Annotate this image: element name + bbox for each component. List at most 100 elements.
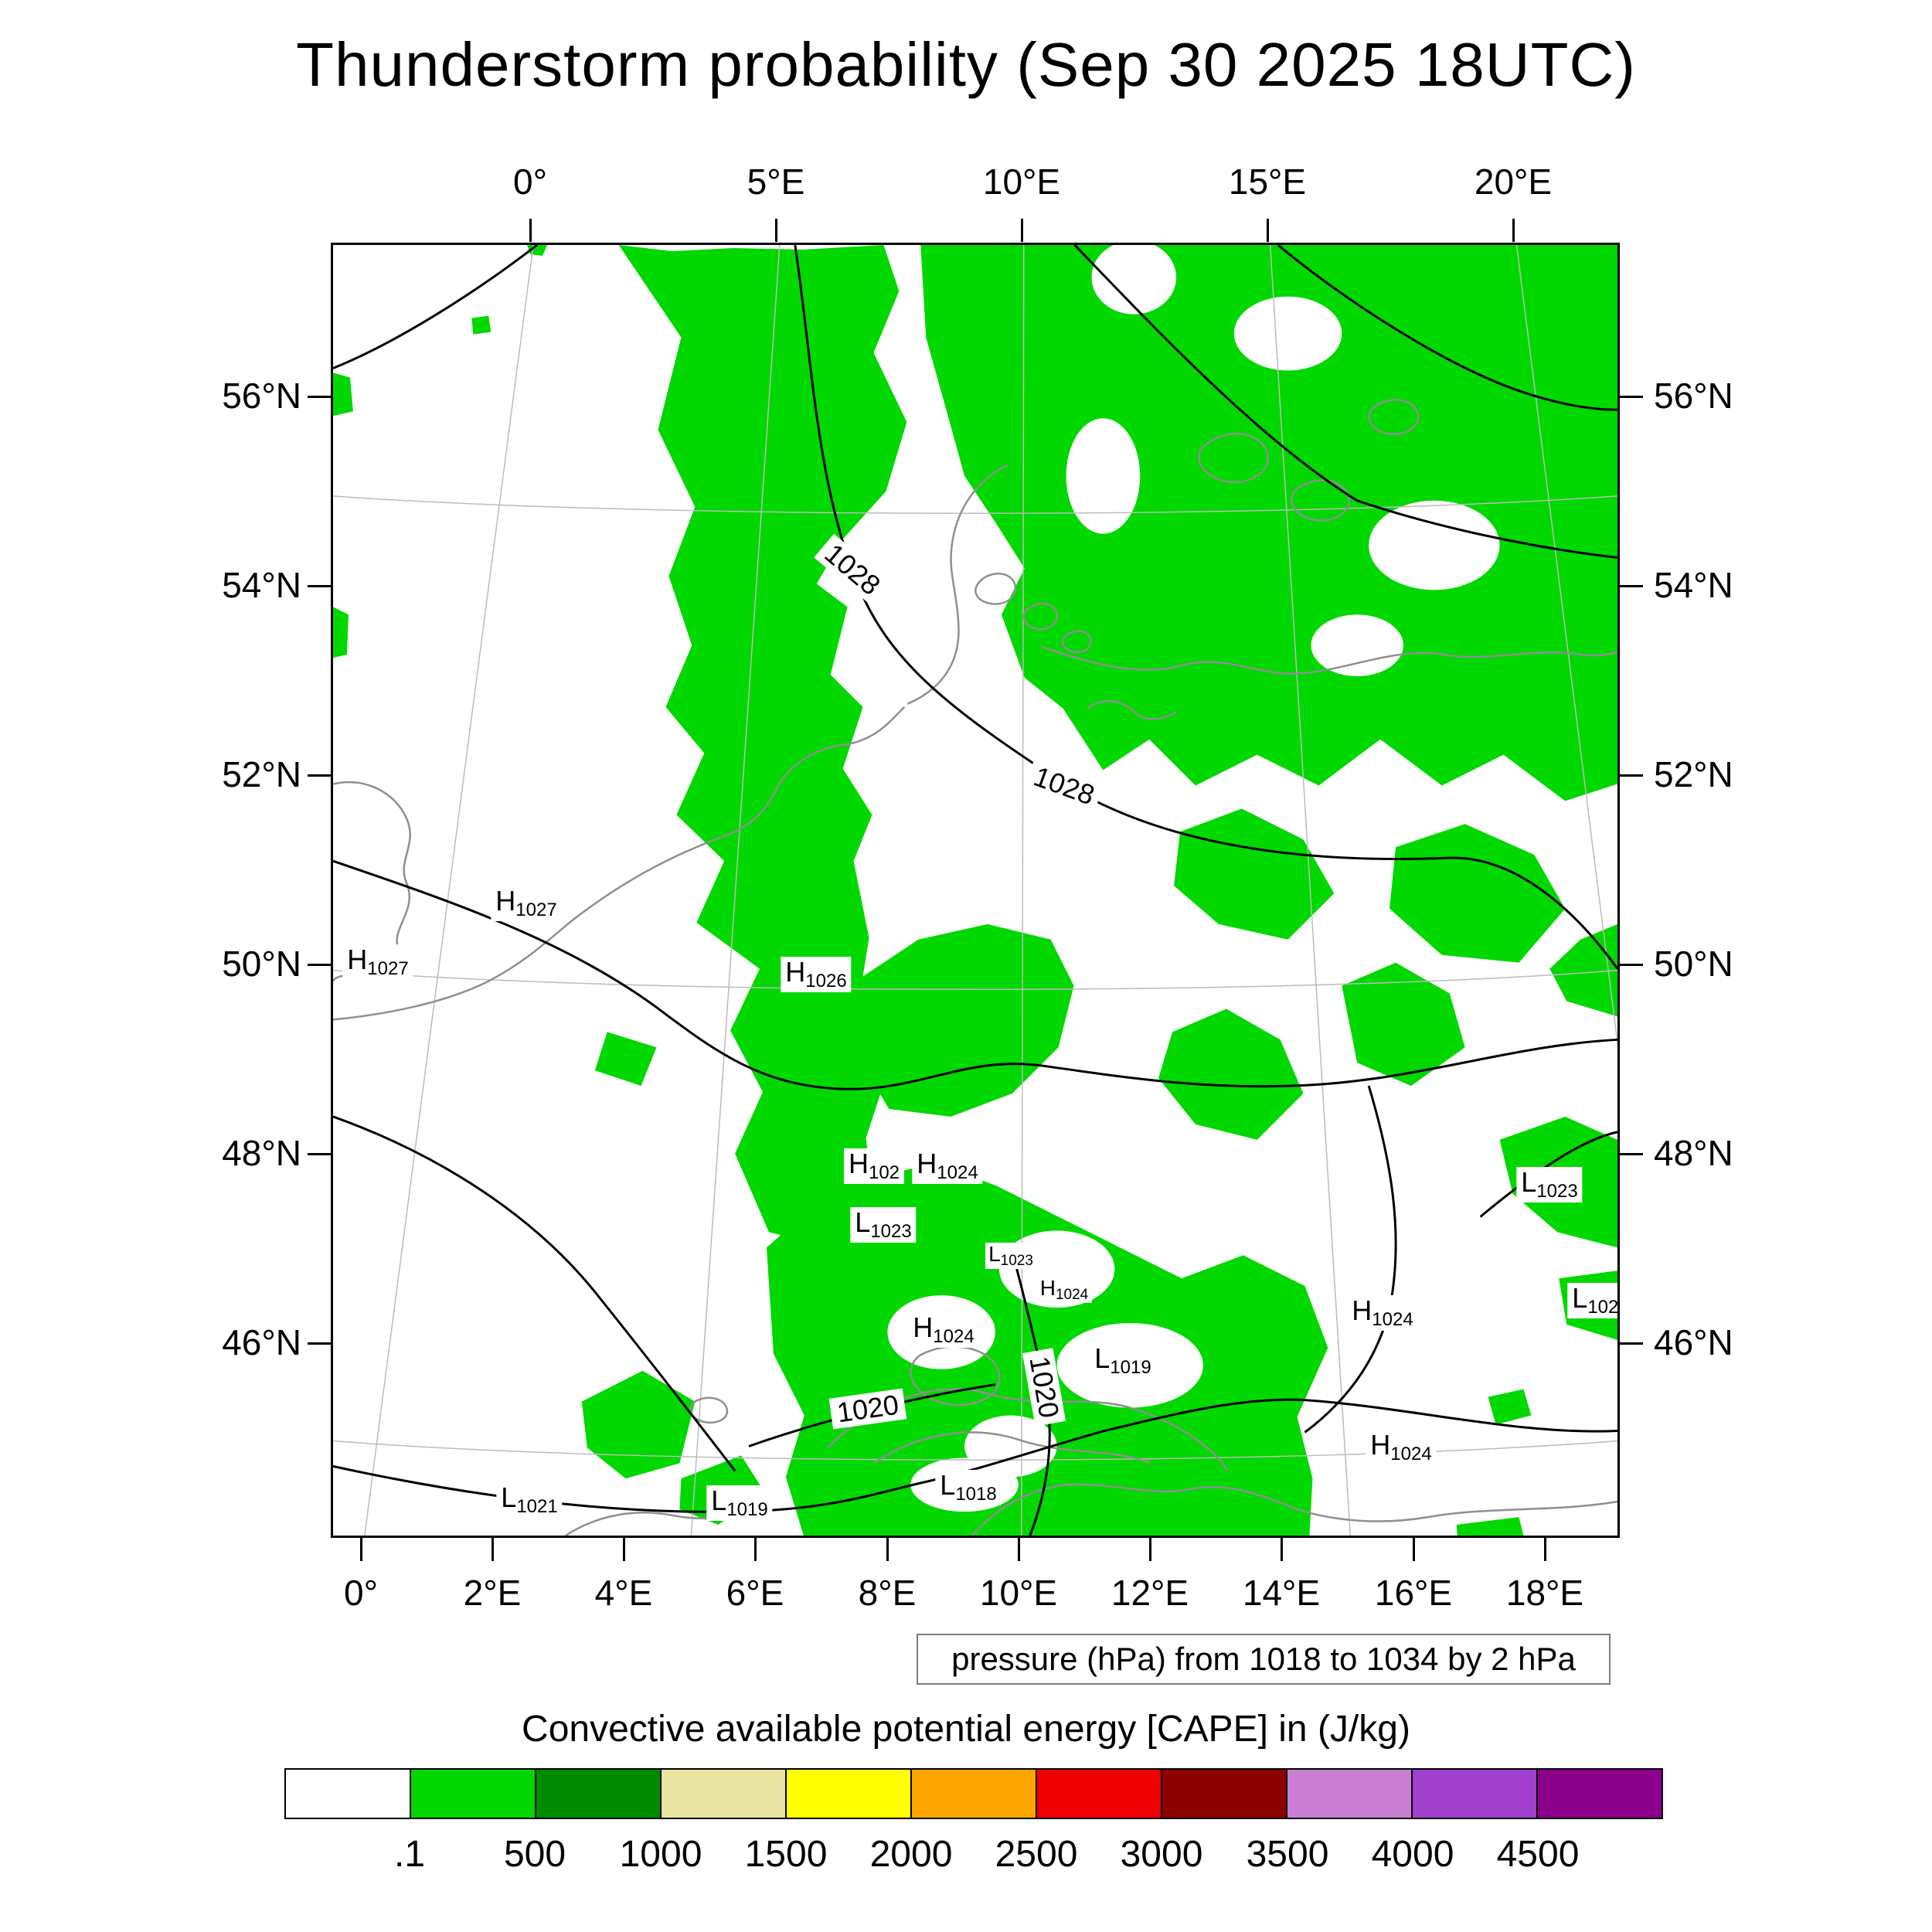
tick-label-bottom: 8°E <box>858 1573 917 1613</box>
colorbar-cell <box>286 1770 411 1818</box>
colorbar-tick-label: 4000 <box>1371 1834 1454 1875</box>
tick-label-top: 5°E <box>747 162 805 202</box>
tick-mark-bottom <box>623 1538 625 1561</box>
tick-label-right: 52°N <box>1654 754 1733 794</box>
tick-mark-bottom <box>754 1538 757 1561</box>
tick-label-bottom: 0° <box>344 1573 378 1613</box>
tick-mark-top <box>1512 219 1515 242</box>
tick-mark-top <box>1267 219 1269 242</box>
colorbar-cell <box>411 1770 536 1818</box>
tick-label-bottom: 2°E <box>463 1573 522 1613</box>
tick-mark-bottom <box>1544 1538 1546 1561</box>
pressure-center-label: H1024 <box>912 1148 983 1184</box>
pressure-center-label: L1023 <box>985 1243 1036 1269</box>
page-title: Thunderstorm probability (Sep 30 2025 18… <box>296 30 1636 99</box>
tick-label-top: 10°E <box>982 162 1061 202</box>
pressure-center-label: L1018 <box>935 1470 1002 1505</box>
tick-label-bottom: 10°E <box>979 1573 1058 1613</box>
cape-shading-green <box>333 245 1617 1536</box>
pressure-caption-text: pressure (hPa) from 1018 to 1034 by 2 hP… <box>951 1641 1576 1677</box>
tick-mark-right <box>1620 1153 1643 1155</box>
tick-mark-left <box>308 585 331 587</box>
tick-label-left: 48°N <box>222 1133 301 1173</box>
tick-label-bottom: 12°E <box>1111 1573 1189 1613</box>
tick-mark-bottom <box>492 1538 494 1561</box>
tick-mark-top <box>1021 219 1023 242</box>
pressure-center-label: L1023 <box>850 1207 917 1243</box>
pressure-center-label: H1024 <box>1036 1277 1092 1303</box>
colorbar-cell <box>1538 1770 1662 1818</box>
colorbar-cell <box>536 1770 662 1818</box>
pressure-center-label: H1024 <box>908 1312 979 1348</box>
pressure-center-label: L1023 <box>1516 1167 1583 1202</box>
tick-mark-bottom <box>360 1538 362 1561</box>
colorbar-cell <box>787 1770 912 1818</box>
tick-label-right: 46°N <box>1654 1322 1733 1362</box>
colorbar-tick-label: 2000 <box>869 1834 953 1875</box>
tick-label-right: 56°N <box>1654 376 1733 416</box>
pressure-caption-box: pressure (hPa) from 1018 to 1034 by 2 hP… <box>917 1634 1611 1685</box>
tick-label-right: 48°N <box>1654 1133 1733 1173</box>
cape-colorbar <box>284 1768 1663 1819</box>
tick-label-right: 54°N <box>1654 565 1733 605</box>
tick-label-top: 15°E <box>1228 162 1307 202</box>
colorbar-cell <box>1037 1770 1162 1818</box>
tick-label-left: 54°N <box>222 565 301 605</box>
colorbar-cell <box>1413 1770 1538 1818</box>
tick-label-left: 50°N <box>222 944 301 984</box>
colorbar-tick-label: 1000 <box>619 1834 702 1875</box>
tick-label-left: 52°N <box>222 754 301 794</box>
map-canvas <box>333 245 1617 1536</box>
tick-mark-top <box>529 219 532 242</box>
tick-mark-left <box>308 396 331 398</box>
colorbar-tick-label: 4500 <box>1496 1834 1580 1875</box>
pressure-center-label: L1019 <box>1090 1343 1156 1379</box>
colorbar-cell <box>912 1770 1037 1818</box>
colorbar-cell <box>1287 1770 1413 1818</box>
tick-mark-bottom <box>1281 1538 1283 1561</box>
tick-mark-right <box>1620 774 1643 777</box>
colorbar-cell <box>1162 1770 1287 1818</box>
pressure-center-label: H102 <box>843 1148 905 1184</box>
tick-label-right: 50°N <box>1654 944 1733 984</box>
colorbar-tick-label: 3500 <box>1246 1834 1329 1875</box>
graticule-lines <box>333 245 1617 1536</box>
colorbar-tick-label: 500 <box>503 1834 566 1875</box>
tick-mark-left <box>308 1153 331 1155</box>
tick-label-bottom: 18°E <box>1505 1573 1584 1613</box>
tick-mark-bottom <box>886 1538 889 1561</box>
colorbar-tick-label: .1 <box>393 1834 426 1875</box>
tick-mark-right <box>1620 396 1643 398</box>
pressure-center-label: H1024 <box>1366 1430 1437 1465</box>
pressure-center-label: L1021 <box>496 1482 563 1518</box>
tick-label-left: 56°N <box>222 376 301 416</box>
tick-label-bottom: 4°E <box>594 1573 653 1613</box>
pressure-center-label: H1024 <box>1347 1295 1418 1331</box>
tick-mark-bottom <box>1149 1538 1151 1561</box>
tick-label-left: 46°N <box>222 1322 301 1362</box>
tick-label-bottom: 6°E <box>726 1573 784 1613</box>
tick-mark-bottom <box>1413 1538 1415 1561</box>
tick-mark-right <box>1620 964 1643 966</box>
legend-title: Convective available potential energy [C… <box>522 1709 1410 1750</box>
tick-mark-right <box>1620 585 1643 587</box>
pressure-center-label: H1027 <box>491 886 562 921</box>
pressure-center-label: L1019 <box>706 1485 773 1521</box>
tick-label-bottom: 16°E <box>1374 1573 1453 1613</box>
tick-mark-bottom <box>1018 1538 1020 1561</box>
colorbar-tick-label: 1500 <box>744 1834 828 1875</box>
tick-mark-top <box>775 219 777 242</box>
colorbar-cell <box>662 1770 787 1818</box>
pressure-center-label: H1027 <box>342 944 413 980</box>
tick-label-bottom: 14°E <box>1242 1573 1321 1613</box>
tick-mark-right <box>1620 1342 1643 1345</box>
map-frame: 1028 1028 1020 1020 H1027 H1027 H1026 H1… <box>331 243 1620 1538</box>
colorbar-tick-label: 2500 <box>995 1834 1078 1875</box>
pressure-center-label: L1023 <box>1567 1283 1617 1318</box>
tick-mark-left <box>308 774 331 777</box>
tick-label-top: 0° <box>513 162 547 202</box>
tick-label-top: 20°E <box>1474 162 1553 202</box>
pressure-center-label: H1026 <box>781 957 852 992</box>
tick-mark-left <box>308 964 331 966</box>
